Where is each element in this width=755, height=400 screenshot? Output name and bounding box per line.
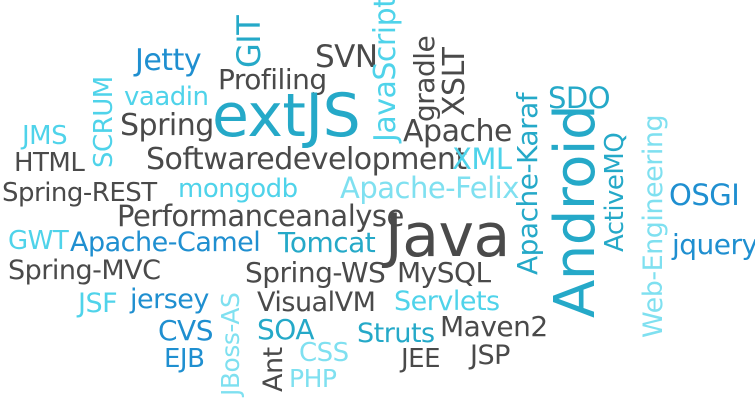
word-android: Android xyxy=(543,104,608,318)
word-svn: SVN xyxy=(315,39,378,75)
word-spring-ws: Spring-WS xyxy=(245,256,386,289)
word-tomcat: Tomcat xyxy=(278,226,376,259)
word-scrum: SCRUM xyxy=(89,76,119,168)
word-sdo: SDO xyxy=(548,81,611,115)
word-gradle: gradle xyxy=(408,35,441,122)
word-jersey: jersey xyxy=(130,284,209,315)
word-web-engineering: Web-Engineering xyxy=(638,114,669,338)
word-jboss-as: JBoss-AS xyxy=(216,292,245,396)
word-performanceanalyse: Performanceanalyse xyxy=(117,199,404,233)
word-java: Java xyxy=(385,201,510,271)
word-css: CSS xyxy=(299,338,349,368)
word-osgi: OSGI xyxy=(669,178,740,212)
word-jms: JMS xyxy=(22,121,68,151)
word-ejb: EJB xyxy=(164,344,205,374)
word-mysql: MySQL xyxy=(397,256,491,289)
word-servlets: Servlets xyxy=(394,286,500,317)
word-apache-karaf: Apache-Karaf xyxy=(511,92,544,275)
word-cvs: CVS xyxy=(158,314,213,347)
word-apache-felix: Apache-Felix xyxy=(340,171,519,205)
word-softwaredevelopment: Softwaredevelopment xyxy=(146,142,467,177)
word-maven2: Maven2 xyxy=(440,310,548,343)
word-jquery: jquery xyxy=(672,228,755,261)
word-apache: Apache xyxy=(403,114,512,149)
word-extjs: extJS xyxy=(212,81,361,151)
word-spring: Spring xyxy=(120,108,214,143)
word-struts: Struts xyxy=(357,318,435,349)
word-visualvm: VisualVM xyxy=(257,287,376,318)
word-spring-mvc: Spring-MVC xyxy=(8,255,161,286)
word-soa: SOA xyxy=(257,313,314,346)
word-xslt: XSLT xyxy=(437,47,472,116)
word-html: HTML xyxy=(14,148,85,178)
word-git: GIT xyxy=(230,15,268,68)
word-javascript: JavaScript xyxy=(368,0,403,142)
word-gwt: GWT xyxy=(8,226,69,256)
word-spring-rest: Spring-REST xyxy=(2,178,157,208)
word-jsp: JSP xyxy=(470,340,510,371)
word-activemq: ActiveMQ xyxy=(600,132,630,252)
word-php: PHP xyxy=(289,364,337,393)
word-apache-camel: Apache-Camel xyxy=(70,227,261,258)
word-jsf: JSF xyxy=(78,288,118,319)
word-xml: XML xyxy=(452,142,512,176)
word-vaadin: vaadin xyxy=(124,82,209,112)
word-profiling: Profiling xyxy=(218,63,327,96)
word-ant: Ant xyxy=(258,347,289,392)
word-jee: JEE xyxy=(401,344,441,374)
word-jetty: Jetty xyxy=(135,43,202,78)
word-mongodb: mongodb xyxy=(178,174,298,204)
